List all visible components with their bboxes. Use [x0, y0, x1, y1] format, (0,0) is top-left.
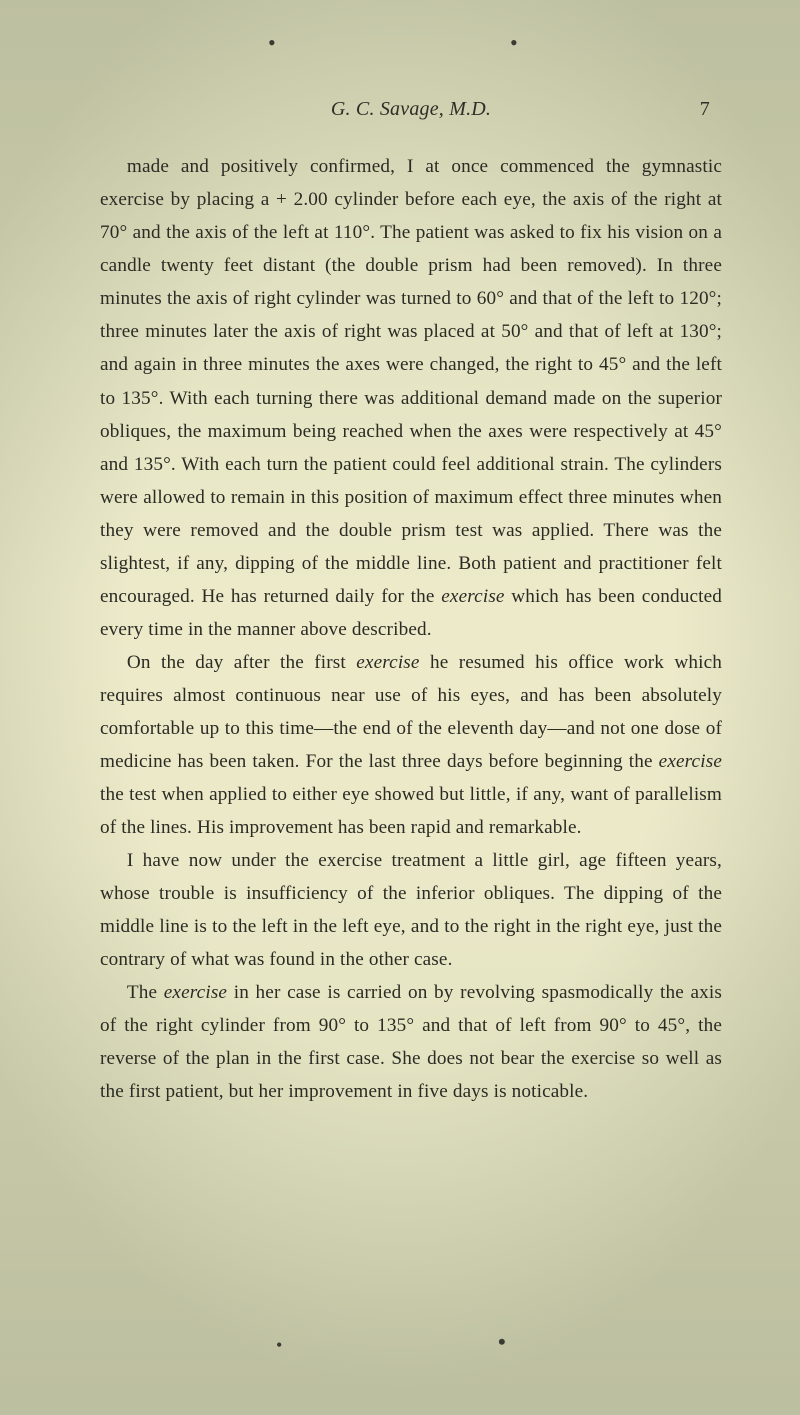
italic-term: exercise	[164, 982, 227, 1003]
paragraph: made and positively confirmed, I at once…	[100, 150, 722, 645]
italic-term: exercise	[356, 652, 419, 673]
artifact-dot: •	[268, 24, 276, 62]
paragraph: The exercise in her case is carried on b…	[100, 976, 722, 1108]
artifact-blot: •	[498, 1323, 506, 1361]
italic-term: exercise	[659, 751, 722, 772]
scanned-page: • • G. C. Savage, M.D. 7 made and positi…	[0, 0, 800, 1415]
artifact-dot: •	[276, 1330, 282, 1361]
paragraph: I have now under the exercise treatment …	[100, 844, 722, 976]
body-text: made and positively confirmed, I at once…	[100, 150, 722, 1107]
artifact-dot: •	[510, 24, 518, 62]
italic-term: exercise	[441, 586, 504, 607]
paragraph: On the day after the first exercise he r…	[100, 646, 722, 844]
running-title: G. C. Savage, M.D.	[331, 98, 491, 120]
page-number: 7	[700, 92, 710, 126]
running-header: G. C. Savage, M.D. 7	[100, 92, 722, 126]
